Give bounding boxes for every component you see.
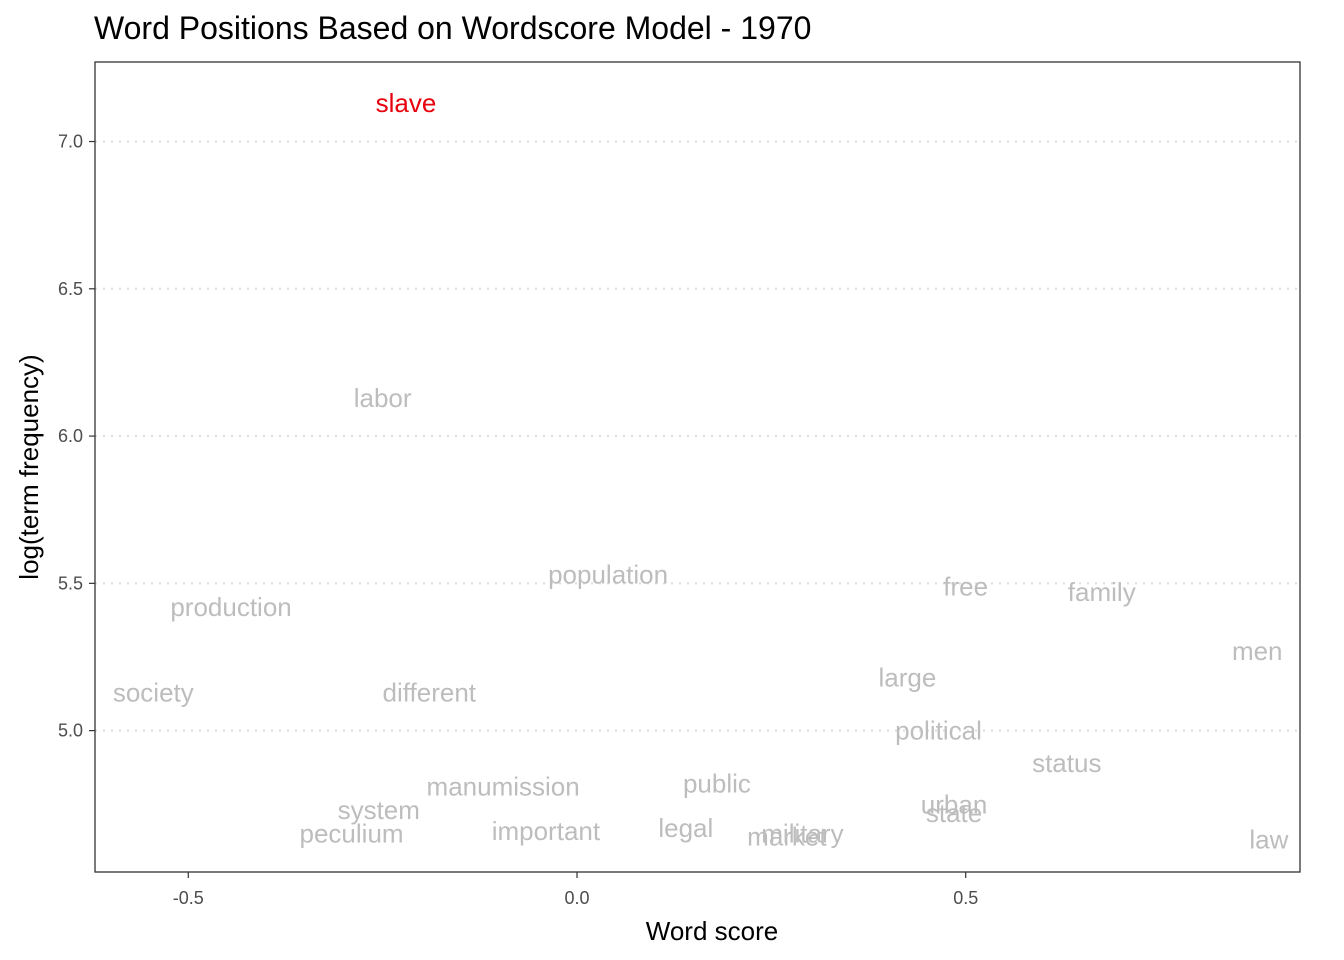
x-tick-label: 0.5	[953, 888, 978, 908]
word-label-large: large	[878, 663, 936, 693]
x-tick-label: 0.0	[564, 888, 589, 908]
word-label-political: political	[895, 716, 982, 746]
word-label-men: men	[1232, 636, 1283, 666]
axis-ticks: 5.0 5.5 6.0 6.5 7.0 -0.5 0.0 0.5	[58, 132, 978, 908]
grid-lines	[95, 140, 1300, 732]
y-tick-label: 6.0	[58, 426, 83, 446]
word-label-labor: labor	[354, 383, 412, 413]
word-label-population: population	[548, 560, 668, 590]
word-label-production: production	[170, 592, 291, 622]
y-tick-label: 5.5	[58, 573, 83, 593]
word-label-status: status	[1032, 748, 1101, 778]
word-label-military: military	[761, 819, 843, 849]
y-axis-title: log(term frequency)	[14, 354, 44, 579]
word-label-system: system	[338, 795, 420, 825]
word-label-legal: legal	[658, 813, 713, 843]
word-label-manumission: manumission	[427, 772, 580, 802]
word-label-urban: urban	[921, 789, 988, 819]
y-tick-label: 5.0	[58, 721, 83, 741]
word-label-free: free	[943, 571, 988, 601]
word-label-law: law	[1249, 825, 1288, 855]
y-tick-label: 7.0	[58, 132, 83, 152]
word-label-market: market	[747, 822, 827, 852]
y-tick-label: 6.5	[58, 279, 83, 299]
word-labels: slave labor population production free family…	[113, 88, 1289, 854]
x-tick-label: -0.5	[173, 888, 204, 908]
plot-panel-border	[94, 61, 1301, 873]
word-label-state: state	[926, 798, 982, 828]
word-label-important: important	[492, 816, 601, 846]
word-label-different: different	[383, 677, 477, 707]
word-label-family: family	[1068, 577, 1136, 607]
word-label-public: public	[683, 769, 751, 799]
chart-title: Word Positions Based on Wordscore Model …	[94, 10, 812, 46]
x-axis-title: Word score	[646, 916, 778, 946]
word-label-society: society	[113, 677, 194, 707]
word-label-slave: slave	[376, 88, 437, 118]
word-label-peculium: peculium	[300, 819, 404, 849]
